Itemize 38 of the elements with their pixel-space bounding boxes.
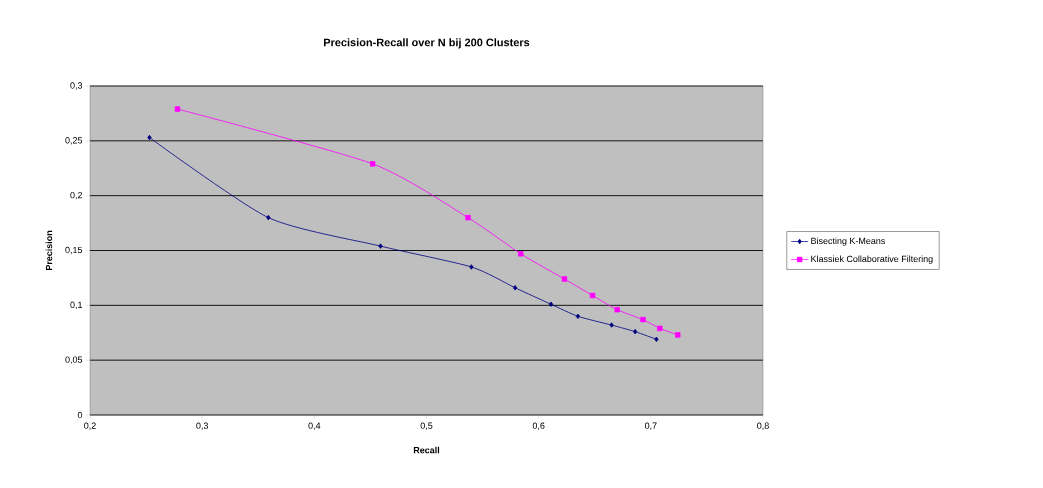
- chart-title: Precision-Recall over N bij 200 Clusters: [324, 38, 530, 49]
- legend-label: Bisecting K-Means: [811, 237, 885, 246]
- x-tick-label: 0,5: [420, 422, 433, 430]
- point: [469, 264, 474, 270]
- point: [640, 316, 646, 323]
- point: [654, 336, 659, 343]
- point: [614, 307, 620, 313]
- x-tick-label: 0,8: [757, 422, 769, 430]
- x-tick-label: 0,3: [196, 422, 209, 430]
- x-tick-label: 0,7: [644, 422, 657, 430]
- y-tick-label: 0,05: [65, 356, 83, 364]
- x-axis-title: Recall: [413, 446, 440, 454]
- point: [675, 332, 681, 338]
- y-tick-label: 0,15: [65, 246, 83, 255]
- point: [575, 313, 581, 319]
- point: [369, 161, 376, 167]
- point: [378, 243, 383, 249]
- legend-label: Klassiek Collaborative Filtering: [811, 255, 933, 264]
- y-tick-label: 0,1: [70, 301, 83, 310]
- point: [548, 301, 554, 307]
- y-tick-label: 0: [77, 411, 83, 419]
- x-tick-label: 0,6: [532, 422, 545, 430]
- y-axis-title: Precision: [45, 230, 53, 271]
- point: [633, 328, 638, 335]
- point: [513, 285, 518, 291]
- point: [147, 134, 152, 141]
- point: [561, 276, 568, 282]
- x-tick-label: 0,2: [84, 422, 96, 430]
- point: [174, 106, 181, 112]
- point: [465, 214, 471, 221]
- point: [518, 251, 524, 257]
- point: [609, 322, 614, 328]
- point: [657, 325, 663, 332]
- y-tick-label: 0,3: [70, 82, 83, 90]
- y-tick-label: 0,25: [65, 137, 83, 145]
- x-tick-label: 0,4: [308, 422, 321, 430]
- point: [266, 214, 271, 221]
- y-tick-label: 0,2: [70, 191, 83, 200]
